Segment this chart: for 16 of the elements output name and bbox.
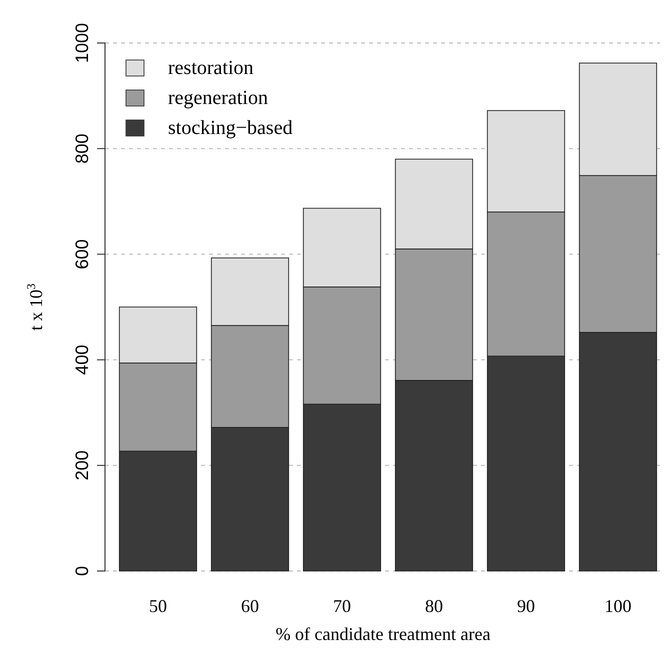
x-tick-label: 90 [517,596,535,616]
x-tick-label: 50 [149,596,167,616]
legend-label: restoration [168,57,254,79]
legend-label: stocking−based [168,117,293,139]
x-tick-label: 100 [604,596,632,616]
x-tick-label: 60 [241,596,259,616]
x-tick-label: 80 [425,596,443,616]
x-tick-label: 70 [333,596,351,616]
y-tick-label: 0 [72,566,92,576]
y-tick-label: 400 [72,344,92,375]
y-tick-label: 600 [72,239,92,270]
x-axis-title: % of candidate treatment area [276,624,490,644]
y-tick-label: 1000 [72,22,92,64]
legend-label: regeneration [168,87,268,109]
y-tick-label: 200 [72,450,92,480]
y-tick-label: 800 [72,134,92,164]
